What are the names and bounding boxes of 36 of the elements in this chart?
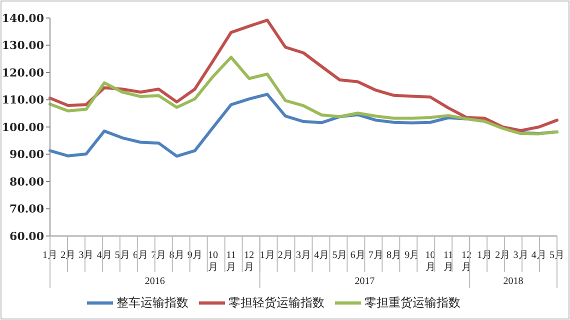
x-tick-label: 11月: [226, 250, 236, 273]
x-tick-label: 12月: [244, 250, 254, 273]
y-tick-label: 130.00: [2, 39, 44, 52]
x-tick-label: 5月: [332, 250, 348, 261]
text: 2017: [354, 276, 375, 287]
x-tick-label: 4月: [96, 250, 112, 261]
legend-label: 零担重货运输指数: [364, 295, 460, 310]
x-tick-label: 1月: [260, 250, 275, 261]
x-tick-label: 3月: [78, 250, 94, 261]
y-tick-label: 140.00: [2, 12, 44, 25]
y-tick-label: 100.00: [2, 120, 44, 134]
y-tick-label: 70.00: [10, 202, 44, 216]
y-tick-label: 120.00: [2, 66, 44, 80]
x-tick-label: 4月: [314, 250, 330, 261]
x-tick-label: 3月: [296, 250, 311, 261]
x-tick-label: 6月: [350, 250, 366, 261]
legend-label: 整车运输指数: [116, 295, 188, 310]
x-tick-label: 2月: [278, 250, 293, 261]
x-tick-label: 8月: [386, 250, 402, 261]
x-tick-label: 7月: [368, 250, 384, 261]
x-tick-label: 2月: [60, 250, 76, 261]
x-tick-label: 2月: [495, 250, 510, 261]
y-tick-label: 110.00: [2, 94, 44, 107]
line-series: [48, 18, 558, 132]
y-tick-label: 90.00: [10, 148, 44, 162]
legend-label: 零担轻货运输指数: [228, 295, 324, 310]
y-tick-label: 80.00: [10, 175, 44, 188]
x-tick-label: 5月: [114, 250, 130, 261]
x-tick-label: 10月: [208, 250, 218, 273]
x-tick-label: 1月: [477, 250, 492, 261]
x-tick-label: 11月: [443, 250, 454, 273]
line-series: [48, 56, 558, 136]
y-tick-label: 60.00: [10, 230, 44, 243]
x-tick-label: 3月: [513, 250, 528, 261]
text: 2018: [503, 276, 524, 287]
text: 2016: [144, 276, 165, 287]
